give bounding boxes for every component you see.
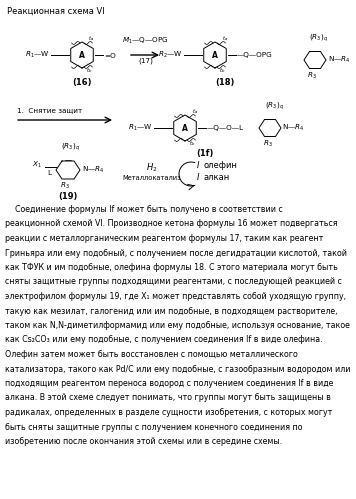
- Text: таком как N,N-диметилформамид или ему подобные, используя основание, такое: таком как N,N-диметилформамид или ему по…: [5, 321, 350, 330]
- Text: I: I: [197, 174, 199, 183]
- Text: N—$R_4$: N—$R_4$: [282, 123, 305, 133]
- Text: Металлокатализ: Металлокатализ: [123, 175, 181, 181]
- Text: A: A: [182, 123, 188, 133]
- Text: $(R_3)_q$: $(R_3)_q$: [266, 100, 284, 111]
- Text: реакционной схемой VI. Производное кетона формулы 16 может подвергаться: реакционной схемой VI. Производное кетон…: [5, 220, 337, 229]
- Text: электрофилом формулы 19, где X₁ может представлять собой уходящую группу,: электрофилом формулы 19, где X₁ может пр…: [5, 292, 346, 301]
- Text: $t_a$: $t_a$: [221, 34, 227, 43]
- Text: алкана. В этой схеме следует понимать, что группы могут быть защищены в: алкана. В этой схеме следует понимать, ч…: [5, 394, 331, 403]
- Text: подходящим реагентом переноса водород с получением соединения If в виде: подходящим реагентом переноса водород с …: [5, 379, 333, 388]
- Text: Реакционная схема VI: Реакционная схема VI: [7, 7, 105, 16]
- Text: N—$R_4$: N—$R_4$: [328, 55, 351, 65]
- Text: (19): (19): [58, 192, 78, 201]
- Text: Соединение формулы If может быть получено в соответствии с: Соединение формулы If может быть получен…: [5, 205, 283, 214]
- Text: $X_1$: $X_1$: [32, 160, 42, 170]
- Text: $R_3$: $R_3$: [263, 139, 273, 149]
- Text: как ТФУК и им подобные, олефина формулы 18. С этого материала могут быть: как ТФУК и им подобные, олефина формулы …: [5, 263, 338, 272]
- Text: $t_a$: $t_a$: [192, 107, 198, 116]
- Text: —Q—OPG: —Q—OPG: [237, 52, 273, 58]
- Text: 1.  Снятие защит: 1. Снятие защит: [17, 107, 82, 113]
- Text: Олефин затем может быть восстановлен с помощью металлического: Олефин затем может быть восстановлен с п…: [5, 350, 298, 359]
- Text: такую как мезилат, галогенид или им подобные, в подходящем растворителе,: такую как мезилат, галогенид или им подо…: [5, 306, 337, 315]
- Text: (1f): (1f): [196, 149, 214, 158]
- Text: $t_b$: $t_b$: [219, 66, 225, 75]
- Text: N—$R_4$: N—$R_4$: [82, 165, 105, 175]
- Text: I: I: [197, 162, 199, 171]
- Text: $t_b$: $t_b$: [86, 66, 92, 75]
- Text: радикалах, определенных в разделе сущности изобретения, с которых могут: радикалах, определенных в разделе сущнос…: [5, 408, 333, 417]
- Text: —Q—O—L: —Q—O—L: [207, 125, 244, 131]
- Text: $t_b$: $t_b$: [189, 139, 195, 148]
- Text: $R_3$: $R_3$: [60, 181, 70, 191]
- Text: $R_2$—W: $R_2$—W: [158, 50, 183, 60]
- Text: $(R_3)_q$: $(R_3)_q$: [62, 142, 80, 153]
- Text: $t_a$: $t_a$: [89, 34, 95, 43]
- Text: реакции с металлорганическим реагентом формулы 17, таким как реагент: реакции с металлорганическим реагентом ф…: [5, 234, 323, 243]
- Text: как Cs₂CO₃ или ему подобные, с получением соединения If в виде олефина.: как Cs₂CO₃ или ему подобные, с получение…: [5, 335, 323, 344]
- Text: катализатора, такого как Pd/C или ему подобные, с газообразным водородом или: катализатора, такого как Pd/C или ему по…: [5, 364, 351, 373]
- Text: =O: =O: [104, 53, 116, 59]
- Text: алкан: алкан: [203, 174, 229, 183]
- Text: (18): (18): [215, 78, 235, 87]
- Text: (16): (16): [72, 78, 92, 87]
- Text: A: A: [79, 50, 85, 59]
- Text: $M_1$—Q—OPG: $M_1$—Q—OPG: [121, 36, 168, 46]
- Text: сняты защитные группы подходящими реагентами, с последующей реакцией с: сняты защитные группы подходящими реаген…: [5, 277, 342, 286]
- Text: $H_2$: $H_2$: [146, 162, 158, 174]
- Text: (17): (17): [138, 57, 153, 63]
- Text: олефин: олефин: [203, 162, 237, 171]
- Text: L: L: [47, 170, 51, 176]
- Text: $(R_3)_q$: $(R_3)_q$: [309, 32, 329, 43]
- Text: Гриньяра или ему подобный, с получением после дегидратации кислотой, такой: Гриньяра или ему подобный, с получением …: [5, 249, 347, 257]
- Text: изобретению после окончания этой схемы или в середине схемы.: изобретению после окончания этой схемы и…: [5, 437, 282, 446]
- Text: $R_1$—W: $R_1$—W: [129, 123, 153, 133]
- Text: A: A: [212, 50, 218, 59]
- Text: $R_3$: $R_3$: [307, 70, 317, 81]
- Text: быть сняты защитные группы с получением конечного соединения по: быть сняты защитные группы с получением …: [5, 423, 303, 432]
- Text: $R_1$—W: $R_1$—W: [25, 50, 50, 60]
